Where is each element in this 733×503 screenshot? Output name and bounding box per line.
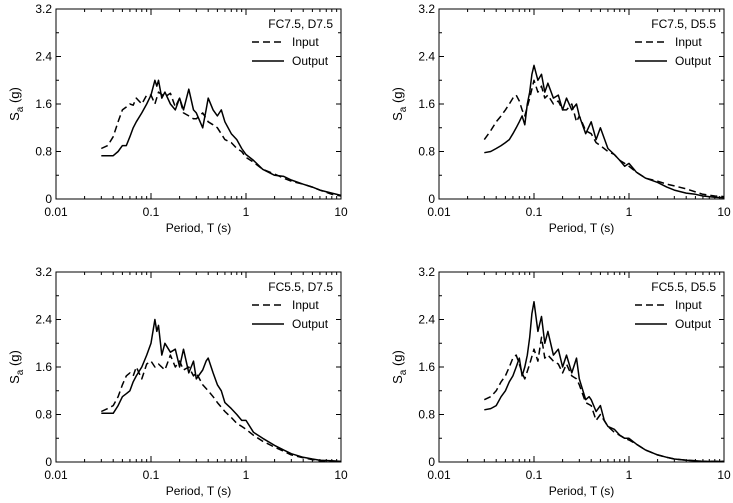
y-axis-label-main: S <box>390 375 405 384</box>
y-axis-label-subscript: a <box>398 106 409 112</box>
y-tick-label: 0 <box>45 455 52 469</box>
series-line-output <box>101 318 342 463</box>
x-tick-label: 0.01 <box>44 205 68 219</box>
panel-title: FC5.5, D5.5 <box>651 280 716 294</box>
y-tick-label: 0 <box>428 455 435 469</box>
y-tick-label: 3.2 <box>35 2 52 16</box>
x-tick-label: 1 <box>243 205 250 219</box>
panel-title: FC5.5, D7.5 <box>268 280 333 294</box>
series-line-input <box>100 354 341 463</box>
x-axis-label: Period, T (s) <box>166 484 232 498</box>
y-tick-label: 0.8 <box>418 408 435 422</box>
legend-label-input: Input <box>292 298 319 312</box>
legend-label-output: Output <box>292 54 329 68</box>
y-axis-label: Sa (g) <box>390 87 409 121</box>
y-tick-label: 3.2 <box>418 265 435 279</box>
y-tick-label: 2.4 <box>35 313 52 327</box>
x-tick-label: 0.1 <box>526 205 543 219</box>
x-tick-label: 0.01 <box>427 205 451 219</box>
x-tick-label: 10 <box>717 468 731 482</box>
y-axis-label: Sa (g) <box>7 350 26 384</box>
series-line-output <box>484 300 724 463</box>
y-axis-label-subscript: a <box>398 369 409 375</box>
x-tick-label: 1 <box>626 468 633 482</box>
y-axis-label-unit: (g) <box>390 350 405 370</box>
chart-panel-2: 0 0.8 1.6 2.4 3.2 0.01 0.1 1 10 Period, T (s) Sa (… <box>390 2 731 235</box>
y-tick-label: 3.2 <box>418 2 435 16</box>
y-tick-label: 0.8 <box>35 145 52 159</box>
chart-panel-1: 0 0.8 1.6 2.4 3.2 0.01 0.1 1 10 Period, T (s) Sa (… <box>7 2 348 235</box>
panel-title: FC7.5, D7.5 <box>268 17 333 31</box>
y-tick-label: 1.6 <box>418 97 435 111</box>
x-axis-label: Period, T (s) <box>549 484 615 498</box>
y-axis-label-main: S <box>7 112 22 121</box>
y-axis-label: Sa (g) <box>7 87 26 121</box>
y-tick-label: 1.6 <box>35 360 52 374</box>
x-tick-label: 0.1 <box>143 468 160 482</box>
panel-title: FC7.5, D5.5 <box>651 17 716 31</box>
series-line-output <box>484 64 725 199</box>
y-tick-label: 3.2 <box>35 265 52 279</box>
y-axis-label-unit: (g) <box>7 87 22 107</box>
y-axis-label-unit: (g) <box>7 350 22 370</box>
x-tick-label: 0.01 <box>44 468 68 482</box>
y-tick-label: 2.4 <box>35 50 52 64</box>
x-axis-label: Period, T (s) <box>166 221 232 235</box>
legend-label-input: Input <box>292 35 319 49</box>
x-tick-label: 10 <box>717 205 731 219</box>
x-tick-label: 1 <box>626 205 633 219</box>
y-tick-label: 1.6 <box>35 97 52 111</box>
series-line-input <box>483 79 725 198</box>
y-axis-label-main: S <box>7 375 22 384</box>
series-line-input <box>483 336 724 463</box>
x-tick-label: 10 <box>334 205 348 219</box>
y-tick-label: 0 <box>45 192 52 206</box>
legend-label-output: Output <box>675 54 712 68</box>
chart-panel-3: 0 0.8 1.6 2.4 3.2 0.01 0.1 1 10 Period, T (s) Sa (… <box>7 265 348 498</box>
series-line-input <box>100 91 342 197</box>
y-tick-label: 0.8 <box>418 145 435 159</box>
chart-panel-4: 0 0.8 1.6 2.4 3.2 0.01 0.1 1 10 Period, T (s) Sa (… <box>390 265 731 498</box>
x-axis-label: Period, T (s) <box>549 221 615 235</box>
y-axis-label-unit: (g) <box>390 87 405 107</box>
y-tick-label: 0.8 <box>35 408 52 422</box>
legend-label-input: Input <box>675 298 702 312</box>
legend-label-input: Input <box>675 35 702 49</box>
x-tick-label: 0.1 <box>526 468 543 482</box>
x-tick-label: 1 <box>243 468 250 482</box>
y-tick-label: 0 <box>428 192 435 206</box>
y-axis-label-subscript: a <box>15 369 26 375</box>
x-tick-label: 10 <box>334 468 348 482</box>
x-tick-label: 0.01 <box>427 468 451 482</box>
legend-label-output: Output <box>675 317 712 331</box>
y-tick-label: 2.4 <box>418 313 435 327</box>
series-line-output <box>101 79 342 197</box>
y-axis-label-main: S <box>390 112 405 121</box>
y-axis-label: Sa (g) <box>390 350 409 384</box>
legend-label-output: Output <box>292 317 329 331</box>
y-axis-label-subscript: a <box>15 106 26 112</box>
y-tick-label: 1.6 <box>418 360 435 374</box>
x-tick-label: 0.1 <box>143 205 160 219</box>
y-tick-label: 2.4 <box>418 50 435 64</box>
